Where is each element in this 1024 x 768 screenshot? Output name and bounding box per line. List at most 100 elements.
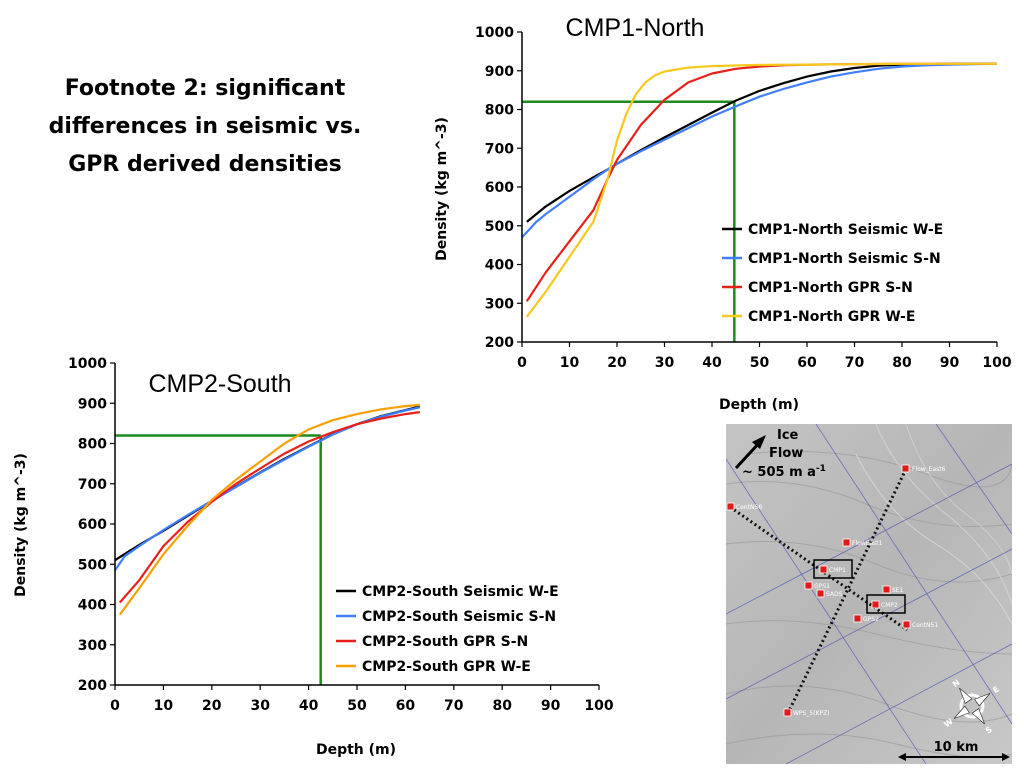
scale-left-arrow-icon <box>898 753 906 761</box>
station-cmp2: CMP2 <box>871 600 898 609</box>
x-tick-label: 0 <box>517 355 527 371</box>
station-sads: SADS <box>816 589 843 598</box>
y-tick-label: 500 <box>485 219 514 235</box>
x-axis-label: Depth (m) <box>316 742 396 758</box>
y-axis-label: Density (kg m^-3) <box>13 453 29 597</box>
y-tick-label: 900 <box>78 396 107 412</box>
y-tick-label: 1000 <box>475 25 514 41</box>
ice-flow-arrow-icon <box>734 440 762 470</box>
svg-text:S: S <box>984 725 994 736</box>
x-tick-label: 90 <box>541 698 561 714</box>
x-tick-label: 60 <box>396 698 416 714</box>
svg-text:Flow_East6: Flow_East6 <box>912 466 946 473</box>
x-tick-label: 50 <box>750 355 770 371</box>
legend-entry: CMP1-North Seismic W-E <box>748 222 943 238</box>
y-tick-label: 700 <box>78 477 107 493</box>
svg-text:GPS1: GPS1 <box>814 583 830 590</box>
svg-text:CentN51: CentN51 <box>912 622 938 629</box>
station-wps5: WPS_5(KPZ) <box>783 708 830 717</box>
x-tick-label: 0 <box>110 698 120 714</box>
svg-text:CentN56: CentN56 <box>736 504 762 511</box>
y-tick-label: 200 <box>485 335 514 351</box>
series-line-4 <box>525 62 997 318</box>
scale-label: 10 km <box>934 740 979 755</box>
footnote-line-3: GPR derived densities <box>68 152 342 177</box>
svg-text:WPS_5(KPZ): WPS_5(KPZ) <box>793 710 830 717</box>
y-tick-label: 300 <box>485 296 514 312</box>
station-gps1: GPS1 <box>804 581 830 590</box>
station-cent-n56: CentN56 <box>726 502 762 511</box>
y-tick-label: 300 <box>78 638 107 654</box>
legend-entry: CMP2-South Seismic S-N <box>362 609 556 625</box>
svg-text:GPS2: GPS2 <box>863 616 879 623</box>
footnote: Footnote 2: significant differences in s… <box>20 70 390 184</box>
ice-flow-indicator: Ice Flow ~ 505 m a-1 <box>734 428 826 480</box>
stations: Flow_East6 CentN56 FlowEast1 CMP1 GPS1 S… <box>726 464 946 717</box>
y-tick-label: 400 <box>485 258 514 274</box>
x-tick-label: 10 <box>560 355 580 371</box>
legend-entry: CMP2-South GPR S-N <box>362 634 528 650</box>
chart-title: CMP2-South <box>148 370 291 398</box>
station-flow-east6: Flow_East6 <box>901 464 946 473</box>
legend: CMP1-North Seismic W-E CMP1-North Seismic… <box>722 222 943 325</box>
legend-entry: CMP2-South GPR W-E <box>362 659 531 675</box>
x-tick-label: 90 <box>940 355 960 371</box>
legend: CMP2-South Seismic W-E CMP2-South Seismic… <box>336 584 559 675</box>
x-tick-label: 20 <box>202 698 222 714</box>
series-line-4 <box>118 403 420 616</box>
series-line-2 <box>521 62 998 239</box>
station-se1: SE1 <box>882 585 904 594</box>
y-axis-label: Density (kg m^-3) <box>434 117 450 261</box>
series-line-2 <box>114 406 421 571</box>
ice-flow-label-1: Ice <box>777 428 799 443</box>
compass-rose-icon: N S E W <box>942 678 1001 736</box>
x-tick-label: 70 <box>845 355 865 371</box>
x-tick-label: 100 <box>982 355 1011 371</box>
x-tick-label: 40 <box>299 698 319 714</box>
x-tick-label: 50 <box>347 698 367 714</box>
y-tick-label: 600 <box>485 180 514 196</box>
series-line-3 <box>118 411 421 604</box>
x-tick-label: 30 <box>655 355 675 371</box>
chart-title: CMP1-North <box>566 14 705 42</box>
x-tick-label: 100 <box>584 698 613 714</box>
x-tick-label: 10 <box>154 698 174 714</box>
legend-entry: CMP1-North GPR S-N <box>748 280 913 296</box>
y-tick-label: 900 <box>485 64 514 80</box>
legend-entry: CMP2-South Seismic W-E <box>362 584 559 600</box>
site-map: Flow_East6 CentN56 FlowEast1 CMP1 GPS1 S… <box>726 424 1012 764</box>
survey-lines <box>729 468 908 714</box>
svg-text:CMP1: CMP1 <box>829 567 846 574</box>
ice-flow-arrowhead-icon <box>752 435 766 449</box>
station-cent-n51: CentN51 <box>902 620 938 629</box>
map-grid <box>726 424 1012 764</box>
series-line-1 <box>114 405 421 562</box>
y-tick-label: 400 <box>78 598 107 614</box>
cmp1-box <box>813 559 853 579</box>
footnote-line-1: Footnote 2: significant <box>64 76 346 101</box>
legend-entry: CMP1-North Seismic S-N <box>748 251 941 267</box>
y-tick-label: 800 <box>78 437 107 453</box>
station-cmp1: CMP1 <box>819 565 846 574</box>
svg-text:SADS: SADS <box>826 591 843 598</box>
x-axis-label: Depth (m) <box>719 397 799 413</box>
footnote-line-2: differences in seismic vs. <box>48 114 362 139</box>
y-tick-label: 700 <box>485 141 514 157</box>
terrain-texture <box>726 424 1012 758</box>
y-tick-label: 500 <box>78 557 107 573</box>
svg-text:CMP2: CMP2 <box>881 602 898 609</box>
svg-text:N: N <box>951 678 962 689</box>
x-tick-label: 60 <box>797 355 817 371</box>
x-tick-label: 80 <box>492 698 512 714</box>
cmp2-south-chart: CMP2-South 0 10 20 30 40 50 60 70 80 90 1002003004… <box>13 356 614 758</box>
y-tick-label: 200 <box>78 678 107 694</box>
station-flow-east1: FlowEast1 <box>842 538 883 547</box>
y-tick-label: 800 <box>485 103 514 119</box>
legend-entry: CMP1-North GPR W-E <box>748 309 915 325</box>
scale-bar: 10 km <box>898 740 1010 761</box>
x-tick-label: 20 <box>607 355 627 371</box>
x-tick-label: 70 <box>444 698 464 714</box>
cmp2-box <box>866 594 906 614</box>
y-tick-label: 600 <box>78 517 107 533</box>
ice-flow-label-2: Flow <box>769 446 803 461</box>
